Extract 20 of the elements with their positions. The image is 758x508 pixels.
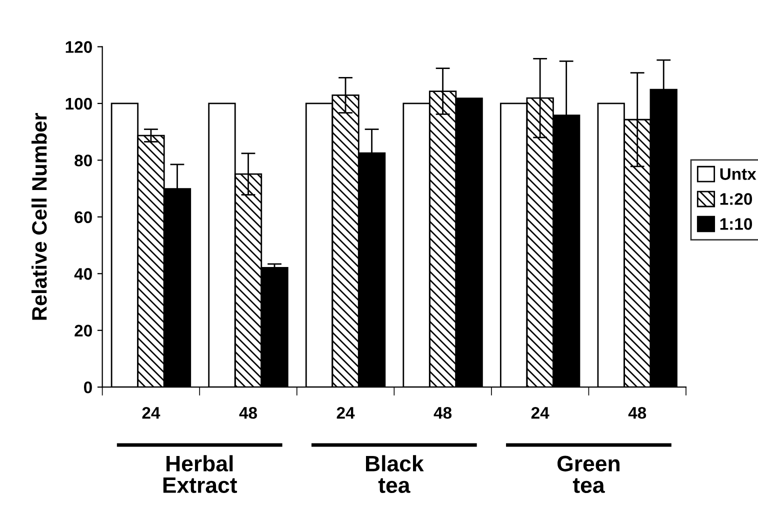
legend-label: 1:20	[720, 193, 752, 205]
y-tick-label: 120	[66, 41, 92, 53]
x-tick-label: 48	[239, 406, 258, 419]
y-tick-label: 0	[84, 381, 92, 394]
y-tick-label: 20	[74, 324, 92, 337]
text: Green tea	[558, 456, 620, 494]
x-tick-label: 48	[628, 406, 646, 419]
y-axis-title: Relative Cell Number	[31, 113, 47, 320]
legend-label: Untx	[720, 168, 756, 180]
x-tick-label: 48	[434, 406, 452, 419]
x-tick-label: 24	[531, 406, 550, 419]
x-tick-label: 24	[142, 406, 160, 419]
y-tick-label: 60	[74, 211, 92, 224]
y-tick-label: 100	[66, 98, 92, 110]
x-tick-label: 24	[336, 406, 355, 419]
legend-label: 1:10	[720, 218, 752, 230]
y-tick-label: 80	[74, 154, 92, 166]
text: Black tea	[366, 455, 424, 494]
y-tick-label: 40	[74, 268, 92, 280]
text: Herbal Extract	[163, 455, 238, 494]
